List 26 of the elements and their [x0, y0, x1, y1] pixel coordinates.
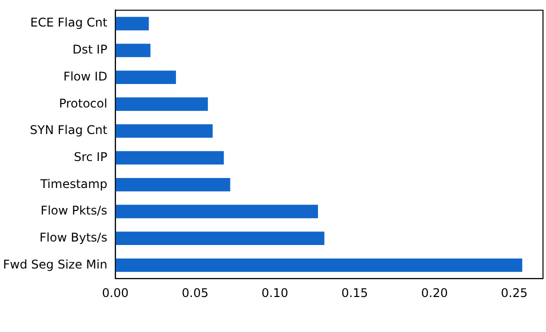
y-tick-label: Protocol — [58, 96, 108, 110]
y-tick-label: ECE Flag Cnt — [30, 16, 108, 30]
x-tick-label: 0.10 — [262, 286, 288, 300]
y-tick-label: Dst IP — [72, 42, 108, 57]
bar — [115, 232, 324, 246]
x-tick-label: 0.05 — [182, 286, 208, 300]
x-tick-label: 0.20 — [421, 286, 448, 300]
y-tick-label: Fwd Seg Size Min — [2, 257, 108, 272]
bar — [115, 178, 230, 192]
y-tick-label: Src IP — [74, 150, 108, 164]
bar — [115, 16, 149, 30]
x-tick-label: 0.15 — [341, 286, 368, 300]
bar — [115, 70, 176, 84]
y-tick-label: Flow Byts/s — [40, 230, 108, 244]
y-tick-label: Flow Pkts/s — [40, 204, 108, 218]
x-tick-label: 0.00 — [102, 286, 129, 300]
bar — [115, 258, 522, 272]
y-tick-label: Timestamp — [39, 176, 108, 191]
bar — [115, 97, 208, 111]
bar — [115, 204, 318, 218]
bar — [115, 151, 224, 165]
y-tick-label: SYN Flag Cnt — [30, 123, 108, 138]
y-tick-label: Flow ID — [63, 69, 108, 84]
bar — [115, 124, 213, 138]
x-tick-label: 0.25 — [500, 286, 528, 300]
bar — [115, 44, 150, 58]
